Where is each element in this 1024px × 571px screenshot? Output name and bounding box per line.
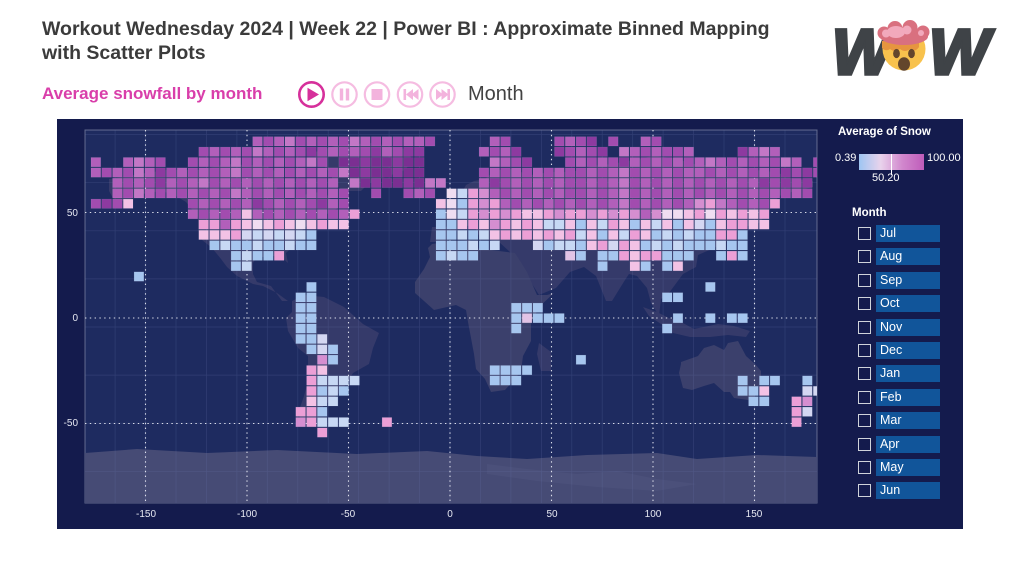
svg-text:W: W <box>929 20 994 88</box>
